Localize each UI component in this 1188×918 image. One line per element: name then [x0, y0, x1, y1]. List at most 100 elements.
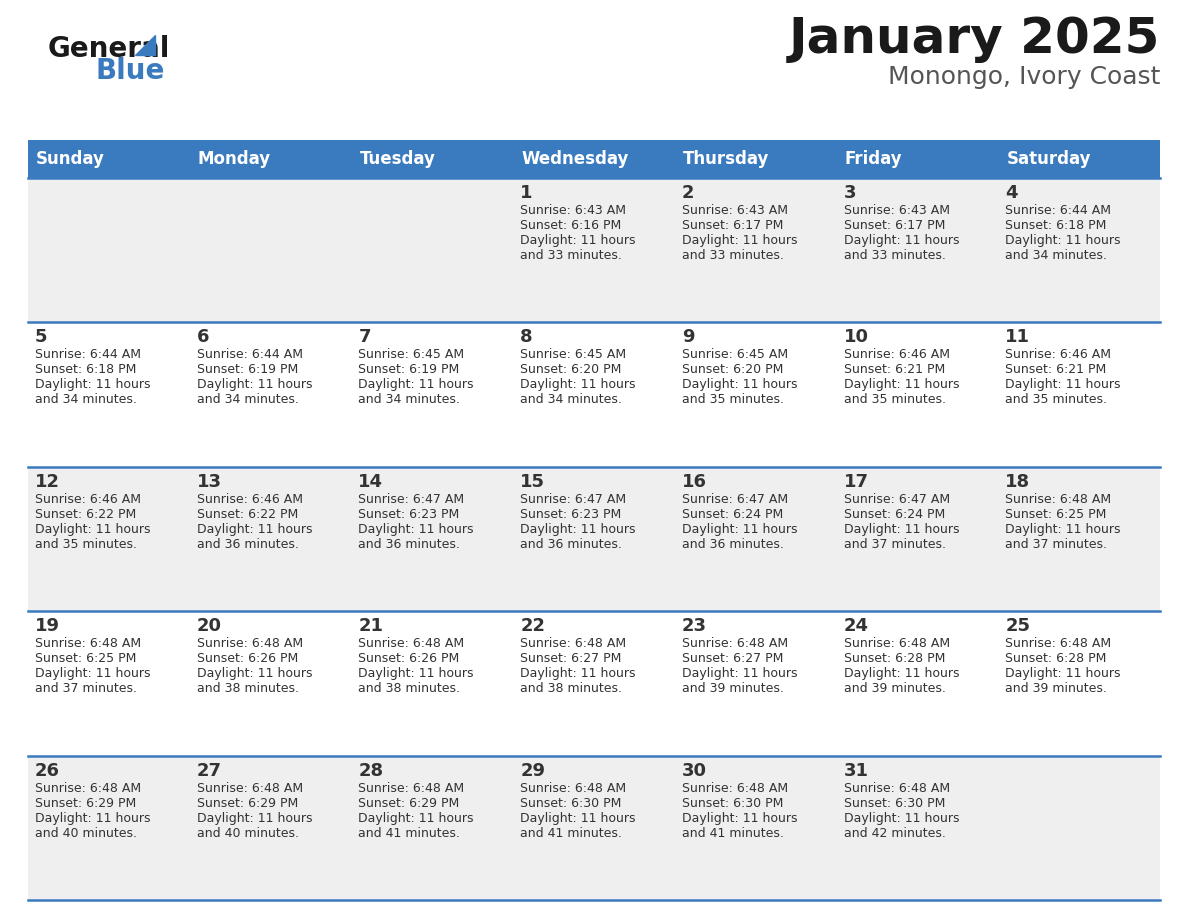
- Text: Sunrise: 6:44 AM: Sunrise: 6:44 AM: [34, 349, 141, 362]
- Text: Sunset: 6:16 PM: Sunset: 6:16 PM: [520, 219, 621, 232]
- Text: Daylight: 11 hours: Daylight: 11 hours: [359, 667, 474, 680]
- Text: Sunrise: 6:46 AM: Sunrise: 6:46 AM: [1005, 349, 1111, 362]
- Text: 2: 2: [682, 184, 694, 202]
- Text: and 36 minutes.: and 36 minutes.: [682, 538, 784, 551]
- Text: Monday: Monday: [197, 150, 271, 168]
- Text: Daylight: 11 hours: Daylight: 11 hours: [359, 522, 474, 536]
- Text: Sunrise: 6:44 AM: Sunrise: 6:44 AM: [197, 349, 303, 362]
- Text: 10: 10: [843, 329, 868, 346]
- Text: Sunset: 6:24 PM: Sunset: 6:24 PM: [682, 508, 783, 521]
- Text: and 40 minutes.: and 40 minutes.: [34, 826, 137, 840]
- Text: 18: 18: [1005, 473, 1030, 491]
- Text: Daylight: 11 hours: Daylight: 11 hours: [197, 812, 312, 824]
- Text: and 34 minutes.: and 34 minutes.: [359, 394, 460, 407]
- Text: Daylight: 11 hours: Daylight: 11 hours: [34, 667, 151, 680]
- Text: 14: 14: [359, 473, 384, 491]
- Text: 16: 16: [682, 473, 707, 491]
- Text: 6: 6: [197, 329, 209, 346]
- Text: Sunrise: 6:44 AM: Sunrise: 6:44 AM: [1005, 204, 1111, 217]
- Text: 9: 9: [682, 329, 694, 346]
- Bar: [29, 611, 1159, 756]
- Text: Sunrise: 6:46 AM: Sunrise: 6:46 AM: [197, 493, 303, 506]
- Bar: [190, 140, 352, 178]
- Text: Sunset: 6:26 PM: Sunset: 6:26 PM: [197, 652, 298, 666]
- Bar: [29, 322, 1159, 466]
- Text: Daylight: 11 hours: Daylight: 11 hours: [520, 667, 636, 680]
- Text: Sunset: 6:17 PM: Sunset: 6:17 PM: [682, 219, 783, 232]
- Text: Sunrise: 6:43 AM: Sunrise: 6:43 AM: [520, 204, 626, 217]
- Text: Blue: Blue: [96, 57, 165, 85]
- Text: Daylight: 11 hours: Daylight: 11 hours: [520, 812, 636, 824]
- Bar: [352, 140, 513, 178]
- Bar: [29, 140, 190, 178]
- Text: 1: 1: [520, 184, 532, 202]
- Text: 5: 5: [34, 329, 48, 346]
- Text: Daylight: 11 hours: Daylight: 11 hours: [682, 812, 797, 824]
- Text: Sunset: 6:30 PM: Sunset: 6:30 PM: [682, 797, 783, 810]
- Text: Sunrise: 6:48 AM: Sunrise: 6:48 AM: [197, 781, 303, 795]
- Text: 20: 20: [197, 617, 222, 635]
- Text: Daylight: 11 hours: Daylight: 11 hours: [34, 378, 151, 391]
- Text: Sunrise: 6:48 AM: Sunrise: 6:48 AM: [1005, 637, 1112, 650]
- Text: 25: 25: [1005, 617, 1030, 635]
- Text: Sunrise: 6:47 AM: Sunrise: 6:47 AM: [359, 493, 465, 506]
- Text: Sunset: 6:20 PM: Sunset: 6:20 PM: [520, 364, 621, 376]
- Text: 17: 17: [843, 473, 868, 491]
- Text: Wednesday: Wednesday: [522, 150, 628, 168]
- Text: and 34 minutes.: and 34 minutes.: [520, 394, 623, 407]
- Text: Thursday: Thursday: [683, 150, 770, 168]
- Text: Sunset: 6:21 PM: Sunset: 6:21 PM: [843, 364, 944, 376]
- Text: Sunset: 6:29 PM: Sunset: 6:29 PM: [34, 797, 137, 810]
- Text: Sunrise: 6:48 AM: Sunrise: 6:48 AM: [520, 781, 626, 795]
- Text: Sunset: 6:24 PM: Sunset: 6:24 PM: [843, 508, 944, 521]
- Text: Daylight: 11 hours: Daylight: 11 hours: [1005, 378, 1120, 391]
- Text: Daylight: 11 hours: Daylight: 11 hours: [520, 234, 636, 247]
- Text: 22: 22: [520, 617, 545, 635]
- Text: and 35 minutes.: and 35 minutes.: [843, 394, 946, 407]
- Text: 24: 24: [843, 617, 868, 635]
- Text: and 39 minutes.: and 39 minutes.: [843, 682, 946, 695]
- Text: Daylight: 11 hours: Daylight: 11 hours: [197, 522, 312, 536]
- Text: Sunrise: 6:45 AM: Sunrise: 6:45 AM: [359, 349, 465, 362]
- Text: and 39 minutes.: and 39 minutes.: [1005, 682, 1107, 695]
- Text: Daylight: 11 hours: Daylight: 11 hours: [843, 812, 959, 824]
- Text: 30: 30: [682, 762, 707, 779]
- Text: Sunday: Sunday: [36, 150, 105, 168]
- Bar: [29, 178, 1159, 322]
- Text: 7: 7: [359, 329, 371, 346]
- Text: Sunrise: 6:47 AM: Sunrise: 6:47 AM: [843, 493, 949, 506]
- Text: Sunset: 6:23 PM: Sunset: 6:23 PM: [520, 508, 621, 521]
- Polygon shape: [135, 35, 154, 55]
- Text: and 35 minutes.: and 35 minutes.: [34, 538, 137, 551]
- Text: and 37 minutes.: and 37 minutes.: [34, 682, 137, 695]
- Text: Sunrise: 6:45 AM: Sunrise: 6:45 AM: [520, 349, 626, 362]
- Text: and 40 minutes.: and 40 minutes.: [197, 826, 298, 840]
- Text: Daylight: 11 hours: Daylight: 11 hours: [520, 522, 636, 536]
- Text: Sunrise: 6:46 AM: Sunrise: 6:46 AM: [34, 493, 141, 506]
- Text: Tuesday: Tuesday: [360, 150, 435, 168]
- Text: and 38 minutes.: and 38 minutes.: [197, 682, 298, 695]
- Text: Sunrise: 6:48 AM: Sunrise: 6:48 AM: [1005, 493, 1112, 506]
- Text: Sunset: 6:22 PM: Sunset: 6:22 PM: [34, 508, 137, 521]
- Text: 26: 26: [34, 762, 61, 779]
- Text: Sunset: 6:18 PM: Sunset: 6:18 PM: [34, 364, 137, 376]
- Text: Daylight: 11 hours: Daylight: 11 hours: [682, 234, 797, 247]
- Text: Sunrise: 6:48 AM: Sunrise: 6:48 AM: [359, 781, 465, 795]
- Text: Friday: Friday: [845, 150, 902, 168]
- Text: Sunrise: 6:48 AM: Sunrise: 6:48 AM: [34, 781, 141, 795]
- Text: Daylight: 11 hours: Daylight: 11 hours: [34, 522, 151, 536]
- Text: Sunset: 6:27 PM: Sunset: 6:27 PM: [682, 652, 783, 666]
- Text: Sunset: 6:21 PM: Sunset: 6:21 PM: [1005, 364, 1106, 376]
- Text: Daylight: 11 hours: Daylight: 11 hours: [359, 378, 474, 391]
- Text: 11: 11: [1005, 329, 1030, 346]
- Text: Sunrise: 6:46 AM: Sunrise: 6:46 AM: [843, 349, 949, 362]
- Text: and 36 minutes.: and 36 minutes.: [359, 538, 460, 551]
- Text: Sunrise: 6:43 AM: Sunrise: 6:43 AM: [682, 204, 788, 217]
- Text: Daylight: 11 hours: Daylight: 11 hours: [843, 667, 959, 680]
- Text: Sunrise: 6:47 AM: Sunrise: 6:47 AM: [682, 493, 788, 506]
- Text: Sunrise: 6:45 AM: Sunrise: 6:45 AM: [682, 349, 788, 362]
- Text: and 36 minutes.: and 36 minutes.: [197, 538, 298, 551]
- Text: 12: 12: [34, 473, 61, 491]
- Text: 15: 15: [520, 473, 545, 491]
- Text: Daylight: 11 hours: Daylight: 11 hours: [520, 378, 636, 391]
